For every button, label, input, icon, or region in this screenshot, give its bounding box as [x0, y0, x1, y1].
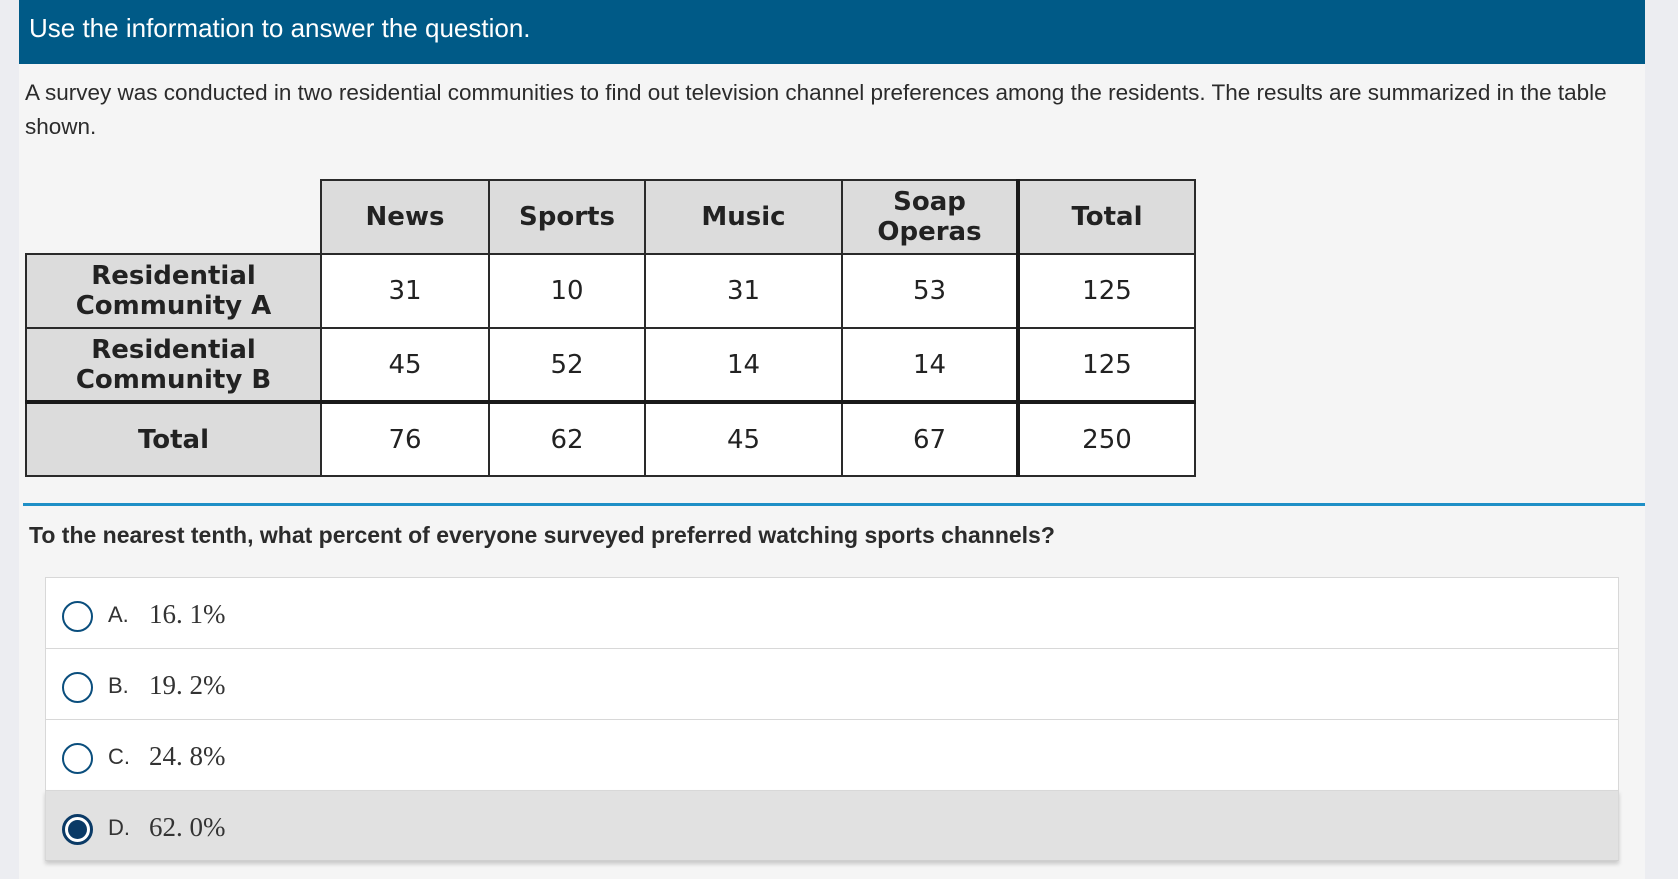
column-header-soap-operas: Soap Operas: [841, 179, 1019, 255]
table-cell: 125: [1016, 253, 1196, 329]
table-cell: 52: [488, 327, 646, 403]
table-cell: 10: [488, 253, 646, 329]
passage-text: A survey was conducted in two residentia…: [25, 80, 1607, 139]
radio-button-selected-icon[interactable]: [62, 814, 93, 845]
table-cell: 45: [320, 327, 490, 403]
table-cell: 31: [644, 253, 843, 329]
row-header-community-b: Residential Community B: [25, 327, 322, 403]
choice-value: 16. 1%: [149, 599, 226, 629]
table-cell: 45: [644, 400, 843, 477]
choice-c[interactable]: C. 24. 8%: [45, 719, 1619, 790]
choice-letter: D.: [108, 815, 130, 840]
instruction-header: Use the information to answer the questi…: [19, 0, 1645, 64]
table-row: Residential Community A 31 10 31 53 125: [25, 253, 1196, 329]
table-cell: 53: [841, 253, 1019, 329]
table-cell: 125: [1016, 327, 1196, 403]
choice-value: 62. 0%: [149, 812, 226, 842]
table-cell: 31: [320, 253, 490, 329]
row-header-community-a: Residential Community A: [25, 253, 322, 329]
column-header-total: Total: [1016, 179, 1196, 255]
choice-value: 24. 8%: [149, 741, 226, 771]
question-text: To the nearest tenth, what percent of ev…: [29, 522, 1055, 548]
section-divider: [23, 503, 1645, 506]
table-cell: 250: [1016, 400, 1196, 477]
radio-button-icon[interactable]: [62, 672, 93, 703]
row-label-line2: Community A: [75, 291, 272, 321]
row-header-total: Total: [25, 400, 322, 477]
table-cell: 14: [644, 327, 843, 403]
table-cell: 14: [841, 327, 1019, 403]
question-panel: Use the information to answer the questi…: [19, 0, 1645, 879]
row-label-line2: Community B: [75, 364, 272, 395]
answer-choices: A. 16. 1% B. 19. 2% C. 24. 8% D. 62. 0%: [45, 577, 1619, 861]
radio-button-icon[interactable]: [62, 743, 93, 774]
table-total-row: Total 76 62 45 67 250: [25, 400, 1196, 477]
soap-operas-label: Soap Operas: [877, 187, 982, 247]
choice-letter: C.: [108, 744, 130, 769]
table-cell: 76: [320, 400, 490, 477]
choice-b[interactable]: B. 19. 2%: [45, 648, 1619, 719]
radio-button-icon[interactable]: [62, 601, 93, 632]
row-label-line1: Residential: [91, 334, 256, 365]
choice-value: 19. 2%: [149, 670, 226, 700]
survey-table: News Sports Music Soap Operas Total Resi…: [25, 179, 1196, 477]
table-corner: [26, 180, 321, 254]
choice-a[interactable]: A. 16. 1%: [45, 577, 1619, 648]
table-cell: 67: [841, 400, 1019, 477]
table-row: Residential Community B 45 52 14 14 125: [25, 327, 1196, 403]
column-header-news: News: [320, 179, 490, 255]
choice-letter: B.: [108, 673, 129, 698]
table-cell: 62: [488, 400, 646, 477]
row-label-line1: Residential: [91, 261, 256, 291]
column-header-sports: Sports: [488, 179, 646, 255]
choice-letter: A.: [108, 602, 129, 627]
table-header-row: News Sports Music Soap Operas Total: [26, 179, 1196, 255]
column-header-music: Music: [644, 179, 843, 255]
choice-d[interactable]: D. 62. 0%: [45, 790, 1619, 861]
radio-dot: [68, 820, 87, 839]
